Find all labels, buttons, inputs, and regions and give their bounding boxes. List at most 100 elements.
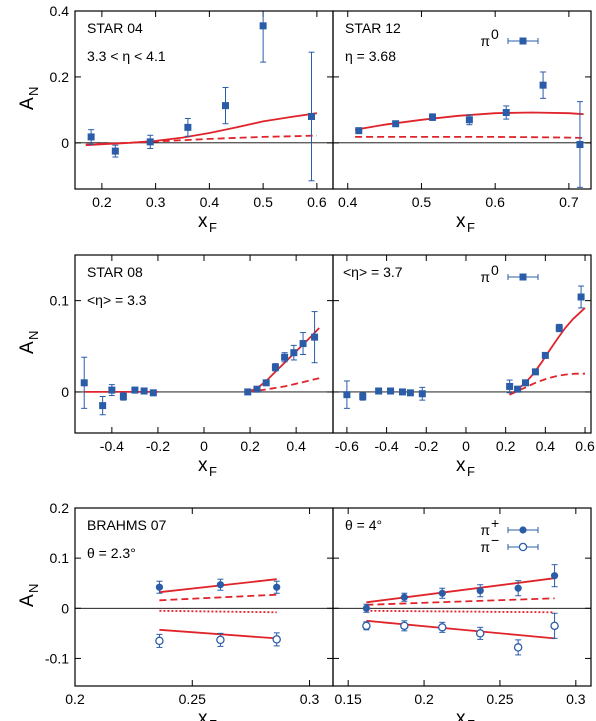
x-tick-label: 0.5	[253, 194, 273, 210]
panel-star08-right: -0.6 -0.4 -0.2 0 0.2 0.4 0.6<η> = 3.7 π 0x F	[332, 254, 595, 479]
x-tick-label: -0.6	[335, 438, 359, 454]
x-axis-title-sub: F	[209, 220, 217, 235]
x-tick-label: 0	[462, 438, 470, 454]
y-axis-title-group: AN	[17, 87, 41, 110]
y-axis-title-group: AN	[17, 584, 41, 607]
legend-label: π	[480, 539, 490, 555]
data-point	[308, 112, 315, 120]
data-point	[311, 333, 319, 341]
data-point	[577, 293, 585, 301]
x-tick-label: 0.25	[179, 691, 206, 707]
data-point	[476, 587, 484, 595]
panel-title: STAR 08	[87, 264, 143, 280]
x-tick-label: 0.25	[486, 691, 513, 707]
data-point	[119, 392, 127, 400]
data-point	[387, 387, 395, 395]
legend-marker	[519, 273, 527, 281]
data-point	[155, 636, 164, 646]
x-axis-title-sub: F	[209, 717, 217, 721]
plot-frame	[74, 254, 334, 434]
data-point	[400, 593, 408, 601]
x-axis-title: x	[198, 708, 208, 721]
panel-annotation: 3.3 < η < 4.1	[87, 48, 166, 64]
data-point	[438, 589, 446, 597]
data-point	[576, 141, 584, 148]
x-tick-label: 0.2	[496, 438, 516, 454]
y-tick-label: 0	[61, 135, 69, 151]
plot-frame	[74, 507, 334, 687]
data-point	[146, 138, 154, 146]
model-curve-dashed	[85, 134, 317, 146]
data-point	[514, 584, 522, 592]
data-point	[155, 583, 164, 591]
data-point	[418, 390, 426, 398]
data-point	[502, 109, 510, 117]
model-curve-solid	[354, 111, 584, 131]
panel-brahms-left: 0.2 0.25 0.3 -0.1 0 0.1 0.2 BRAHMS 07 θ = 2.3° xF…	[17, 500, 334, 721]
x-axis-title: x	[198, 211, 208, 232]
x-tick-label: 0.2	[65, 691, 85, 707]
y-axis-title-group: AN	[17, 331, 41, 354]
data-point	[475, 629, 485, 638]
legend-marker	[519, 37, 527, 45]
data-point	[531, 368, 539, 376]
data-point	[506, 382, 514, 390]
panel-star04: 0.2 0.3 0.4 0.5 0.6 0 0.2 0.4 STAR 04 3.3 < η < 4…	[17, 3, 334, 235]
data-point	[359, 392, 367, 400]
y-tick-label: 0.1	[50, 550, 70, 566]
plot-frame	[332, 507, 592, 687]
data-point	[253, 385, 261, 393]
y-tick-label: 0.4	[50, 3, 70, 19]
legend-label-sup: 0	[491, 262, 499, 278]
x-tick-label: 0.6	[485, 194, 505, 210]
panel-title: STAR 04	[87, 20, 143, 36]
panel-star12: 0.4 0.5 0.6 0.7 STAR 12 η = 3.68 π 0 x F	[332, 10, 592, 235]
model-curve-dashed	[247, 377, 320, 393]
x-tick-label: 0	[200, 438, 208, 454]
x-axis-title: x	[456, 455, 466, 476]
y-tick-label: 0.1	[50, 293, 70, 309]
x-tick-label: 0.4	[200, 194, 220, 210]
panel-annotation: η = 3.68	[345, 48, 396, 64]
x-tick-label: -0.4	[375, 438, 399, 454]
data-point	[375, 387, 383, 395]
data-point	[392, 120, 400, 128]
y-axis-title: A	[17, 594, 38, 607]
x-tick-label: 0.4	[338, 194, 358, 210]
model-curve-dotted	[366, 609, 555, 614]
data-point	[222, 102, 229, 110]
y-axis-title-sub: N	[26, 87, 41, 96]
legend-label-sup: +	[491, 515, 499, 531]
data-point	[438, 623, 447, 632]
plot-frame	[332, 10, 592, 190]
model-curve-solid	[159, 628, 277, 640]
data-point	[149, 389, 157, 397]
data-point	[273, 583, 281, 591]
x-tick-label: -0.4	[100, 438, 124, 454]
x-tick-label: 0.3	[300, 691, 320, 707]
x-axis-title-sub: F	[467, 220, 475, 235]
panel-annotation: θ = 2.3°	[87, 545, 136, 561]
data-point	[87, 133, 95, 141]
data-point	[131, 386, 139, 394]
model-curve-solid	[366, 577, 555, 604]
data-point	[108, 386, 116, 394]
model-curve-solid	[85, 112, 318, 147]
data-point	[429, 113, 437, 121]
legend-marker	[519, 526, 527, 534]
y-axis-title-sub: N	[26, 584, 41, 593]
y-tick-label: 0	[61, 600, 69, 616]
data-point	[400, 621, 409, 631]
data-point	[281, 353, 289, 361]
y-tick-label: 0.2	[50, 69, 70, 85]
x-tick-label: 0.2	[92, 194, 112, 210]
legend-label: π	[480, 522, 490, 538]
data-point	[184, 123, 192, 131]
x-tick-label: 0.4	[536, 438, 556, 454]
x-tick-label: 0.7	[559, 194, 579, 210]
x-tick-label: 0.3	[146, 194, 166, 210]
data-point	[550, 572, 559, 580]
data-point	[272, 635, 281, 644]
data-point	[406, 389, 414, 397]
